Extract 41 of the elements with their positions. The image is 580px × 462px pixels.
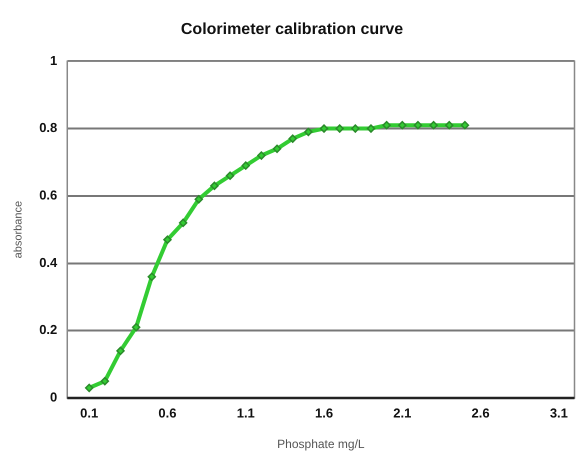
point — [398, 120, 407, 130]
point — [335, 124, 344, 133]
point — [226, 171, 234, 180]
point — [320, 124, 328, 133]
x-tick-label: 2.1 — [393, 405, 412, 420]
x-tick-label: 1.1 — [236, 405, 255, 420]
point — [288, 134, 297, 143]
point — [257, 151, 266, 160]
point — [445, 120, 454, 130]
point — [84, 384, 94, 392]
y-tick-label: 0 — [50, 390, 58, 405]
point — [178, 218, 188, 228]
point — [241, 161, 250, 170]
x-tick-label: 2.6 — [472, 405, 490, 420]
x-tick-label: 3.1 — [550, 405, 568, 420]
y-tick-label: 0.4 — [39, 254, 58, 270]
y-tick-label: 1 — [50, 52, 58, 68]
point — [304, 128, 313, 136]
x-tick-label: 0.6 — [158, 405, 177, 420]
y-tick-label: 0.8 — [39, 120, 58, 136]
x-axis-title: Phosphate mg/L — [277, 437, 365, 452]
point — [148, 272, 156, 281]
point — [460, 120, 470, 130]
point — [382, 120, 391, 130]
point — [194, 195, 204, 204]
point — [163, 235, 172, 244]
y-axis-title: absorbance — [12, 200, 25, 258]
point — [429, 120, 438, 130]
chart-title: Colorimeter calibration curve — [180, 21, 404, 38]
point — [272, 144, 282, 154]
point — [414, 120, 422, 130]
y-tick-label: 0.6 — [39, 188, 58, 202]
point — [116, 346, 125, 356]
x-tick-label: 0.1 — [80, 405, 98, 420]
x-tick-label: 1.6 — [314, 405, 334, 420]
point — [210, 182, 219, 190]
point — [351, 124, 360, 133]
y-tick-label: 0.2 — [39, 322, 58, 338]
point — [366, 124, 376, 133]
point — [100, 376, 110, 386]
point — [132, 323, 140, 332]
